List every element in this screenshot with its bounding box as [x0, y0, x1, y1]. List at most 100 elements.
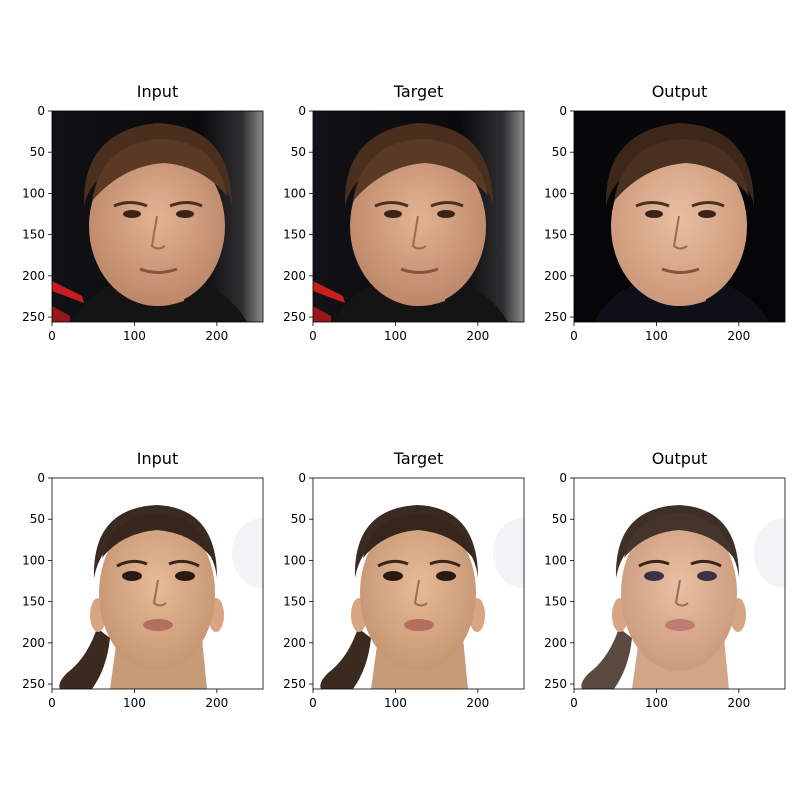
y-tick-label: 100: [544, 553, 567, 567]
nose: [413, 579, 428, 607]
mouth: [139, 267, 178, 274]
y-tick-label: 250: [544, 310, 567, 324]
x-tick-label: 100: [645, 696, 668, 710]
axes-frame: [573, 477, 786, 690]
x-tick-label: 200: [466, 329, 489, 343]
panel-title: Input: [137, 82, 178, 101]
hair-top: [624, 513, 734, 558]
axes-frame: [573, 110, 786, 323]
eye-left: [383, 571, 403, 581]
hair-fringe: [92, 139, 227, 201]
nose: [152, 579, 167, 607]
y-tick-label: 200: [22, 269, 45, 283]
eye-right: [437, 210, 455, 218]
eye-right: [697, 571, 717, 581]
hair-fringe: [353, 139, 488, 201]
x-tick-label: 200: [727, 696, 750, 710]
hair: [344, 123, 493, 206]
eyebrow-left: [374, 201, 409, 208]
eyebrow-left: [116, 559, 148, 568]
eyebrow-right: [429, 559, 461, 568]
x-tick-label: 100: [384, 329, 407, 343]
axes-frame: [51, 110, 264, 323]
face: [611, 146, 747, 306]
hair-top: [102, 513, 212, 558]
y-tick-label: 250: [283, 677, 306, 691]
nose: [411, 215, 427, 250]
eyebrow-right: [691, 201, 725, 208]
face-image: [313, 111, 524, 322]
x-tick-label: 0: [48, 329, 56, 343]
y-tick-label: 50: [552, 512, 567, 526]
y-tick-label: 0: [298, 104, 306, 118]
eye-left: [384, 210, 402, 218]
lips: [143, 619, 173, 631]
y-tick-label: 150: [22, 228, 45, 242]
x-tick-label: 0: [309, 329, 317, 343]
eyebrow-right: [430, 201, 464, 208]
nose: [150, 215, 166, 250]
x-tick-label: 100: [645, 329, 668, 343]
panel-title: Output: [652, 82, 708, 101]
background-shadow: [754, 518, 785, 588]
axes-frame: [312, 110, 525, 323]
mouth: [661, 267, 700, 274]
eye-right: [175, 571, 195, 581]
ponytail: [581, 628, 632, 689]
face: [99, 515, 215, 671]
x-tick-label: 100: [384, 696, 407, 710]
y-tick-label: 100: [283, 553, 306, 567]
x-tick-label: 200: [205, 329, 228, 343]
face: [350, 146, 486, 306]
lips: [404, 619, 434, 631]
x-tick-label: 0: [570, 696, 578, 710]
y-tick-label: 100: [283, 186, 306, 200]
background-shadow: [232, 518, 263, 588]
face-image: [313, 478, 524, 689]
x-tick-label: 100: [123, 696, 146, 710]
axes-frame: [312, 477, 525, 690]
ponytail: [59, 628, 110, 689]
face: [360, 515, 476, 671]
ponytail: [320, 628, 371, 689]
red-accent-lower: [52, 306, 70, 322]
eye-right: [176, 210, 194, 218]
x-tick-label: 0: [48, 696, 56, 710]
y-tick-label: 200: [544, 269, 567, 283]
nose: [672, 215, 688, 250]
red-accent-lower: [313, 306, 331, 322]
x-tick-label: 100: [123, 329, 146, 343]
y-tick-label: 100: [544, 186, 567, 200]
y-tick-label: 50: [30, 145, 45, 159]
x-tick-label: 0: [309, 696, 317, 710]
y-tick-label: 0: [559, 471, 567, 485]
face-image: [574, 111, 785, 322]
x-tick-label: 200: [727, 329, 750, 343]
y-tick-label: 250: [544, 677, 567, 691]
x-tick-label: 200: [466, 696, 489, 710]
y-tick-label: 200: [544, 636, 567, 650]
eye-left: [123, 210, 141, 218]
y-tick-label: 50: [30, 512, 45, 526]
x-tick-label: 200: [205, 696, 228, 710]
lips: [665, 619, 695, 631]
y-tick-label: 250: [22, 677, 45, 691]
face-image: [52, 111, 263, 322]
eyebrow-right: [168, 559, 200, 568]
axes-frame: [51, 477, 264, 690]
background-shadow: [493, 518, 524, 588]
panel-title: Input: [137, 449, 178, 468]
y-tick-label: 150: [544, 595, 567, 609]
red-accent: [52, 281, 84, 303]
y-tick-label: 100: [22, 186, 45, 200]
eyebrow-left: [638, 559, 670, 568]
y-tick-label: 0: [559, 104, 567, 118]
y-tick-label: 150: [283, 595, 306, 609]
nose: [674, 579, 689, 607]
y-tick-label: 50: [291, 512, 306, 526]
face: [89, 146, 225, 306]
hair-fringe: [614, 139, 749, 201]
